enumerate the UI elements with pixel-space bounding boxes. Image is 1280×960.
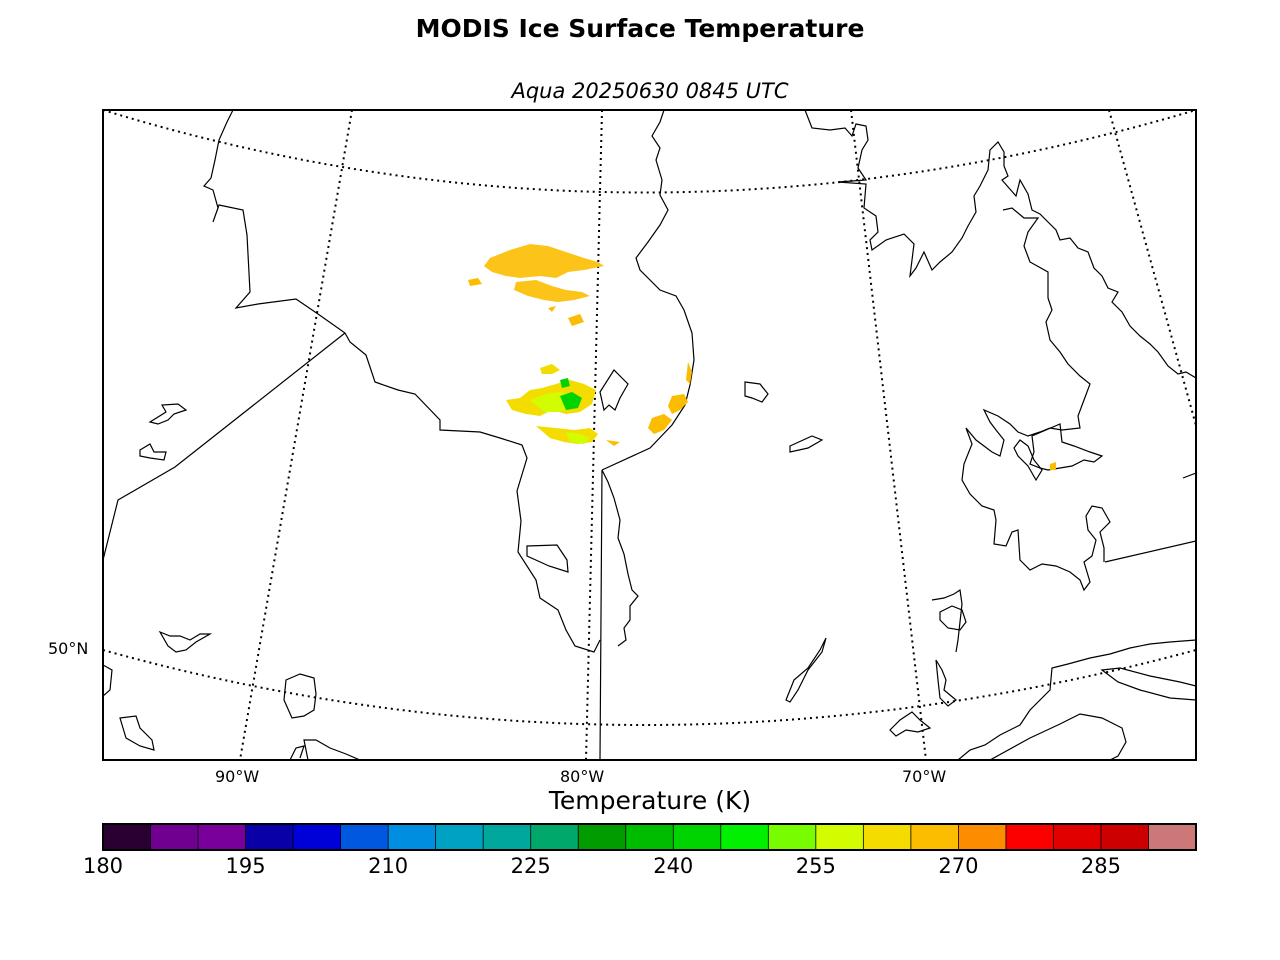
colorbar-segment (530, 824, 579, 850)
colorbar-segment (245, 824, 294, 850)
labrador-interior-coast (961, 207, 1111, 592)
colorbar-tick-label: 255 (795, 854, 836, 878)
lake (785, 637, 827, 703)
lake (931, 588, 963, 653)
colorbar-tick-label: 270 (938, 854, 979, 878)
lake (103, 664, 113, 697)
hudson-west-shore (203, 110, 601, 653)
anticosti-island (1100, 667, 1196, 701)
lake (158, 630, 213, 653)
belcher-islands (599, 369, 629, 412)
colorbar-segment (768, 824, 817, 850)
colorbar-segment (1053, 824, 1102, 850)
meridian-90w (239, 110, 353, 760)
colorbar-segment (435, 824, 484, 850)
lon-label-90w: 90°W (215, 767, 260, 786)
ungava-coast (804, 110, 1196, 379)
hudson-east-shore (601, 110, 695, 471)
border-line (103, 332, 346, 561)
colorbar-segment (293, 824, 342, 850)
lake-region (1029, 423, 1104, 471)
meridian-60w (1108, 110, 1196, 430)
lake (889, 711, 932, 737)
colorbar-segment (578, 824, 627, 850)
st-lawrence-south-shore (989, 713, 1127, 760)
border-line (599, 469, 603, 760)
lake (139, 443, 167, 461)
colorbar-segment (198, 824, 247, 850)
colorbar-segment (958, 824, 1007, 850)
colorbar (102, 824, 1197, 850)
colorbar-title: Temperature (K) (548, 786, 752, 815)
data-cluster-east-coast (648, 362, 1056, 470)
colorbar-segment (625, 824, 674, 850)
colorbar-tick-label: 285 (1080, 854, 1121, 878)
colorbar-segment (815, 824, 864, 850)
colorbar-segment (388, 824, 437, 850)
colorbar-segment (103, 824, 152, 850)
colorbar-tick-label: 180 (82, 854, 124, 878)
map-frame (102, 109, 1197, 761)
parallel-north (103, 110, 1196, 194)
island (789, 435, 824, 453)
st-lawrence-north-shore (957, 639, 1196, 760)
chart-subtitle: Aqua 20250630 0845 UTC (511, 79, 789, 103)
lat-label-50n: 50°N (48, 639, 89, 658)
colorbar-segment (1005, 824, 1054, 850)
colorbar-tick-label: 195 (225, 854, 266, 878)
colorbar-segment (720, 824, 769, 850)
colorbar-segment (910, 824, 959, 850)
lake (939, 605, 967, 631)
colorbar-segment (1100, 824, 1149, 850)
lake (148, 403, 188, 425)
colorbar-segment (863, 824, 912, 850)
meridian-70w (850, 110, 927, 760)
lake (935, 659, 957, 707)
lake-region (1013, 439, 1043, 482)
colorbar-segment (1148, 824, 1197, 850)
border-line (1104, 540, 1196, 563)
coastlines (103, 110, 1196, 760)
lon-label-80w: 80°W (560, 767, 605, 786)
data-cluster-central (506, 364, 620, 446)
map-content (103, 110, 1196, 760)
colorbar-segment (150, 824, 199, 850)
data-cluster-north (468, 244, 604, 326)
akimiski-island (526, 544, 569, 573)
colorbar-segment (673, 824, 722, 850)
colorbar-frame (102, 823, 1197, 851)
colorbar-segment (483, 824, 532, 850)
lake-superior-shore (303, 739, 361, 760)
parallel-50n (103, 649, 1196, 726)
colorbar-segment (340, 824, 389, 850)
border-line (1182, 472, 1196, 479)
colorbar-tick-label: 210 (368, 854, 409, 878)
lake (119, 715, 155, 751)
island (744, 381, 769, 403)
lon-label-70w: 70°W (902, 767, 947, 786)
colorbar-tick-label: 240 (653, 854, 694, 878)
chart-title: MODIS Ice Surface Temperature (415, 14, 865, 43)
lake (289, 745, 305, 760)
lake (283, 673, 317, 719)
james-bay-east (601, 469, 639, 647)
temperature-data (468, 244, 1056, 470)
colorbar-tick-label: 225 (510, 854, 551, 878)
